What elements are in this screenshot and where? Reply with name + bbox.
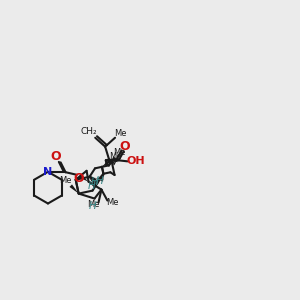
Text: H: H <box>91 177 98 187</box>
Text: H: H <box>88 181 96 191</box>
Polygon shape <box>79 174 88 182</box>
Polygon shape <box>109 156 116 165</box>
Polygon shape <box>70 184 79 194</box>
Text: H: H <box>89 202 96 212</box>
Text: CH₂: CH₂ <box>81 127 98 136</box>
Text: Me: Me <box>87 200 100 209</box>
Text: Me: Me <box>110 152 122 161</box>
Text: N: N <box>43 167 52 177</box>
Text: OH: OH <box>126 156 145 166</box>
Text: Me: Me <box>113 148 126 157</box>
Text: O: O <box>119 140 130 153</box>
Polygon shape <box>102 160 111 167</box>
Text: Me: Me <box>114 129 126 138</box>
Polygon shape <box>106 159 118 162</box>
Text: H: H <box>96 176 103 186</box>
Text: Me: Me <box>106 198 118 207</box>
Text: O: O <box>51 150 61 164</box>
Text: O: O <box>74 172 84 185</box>
Text: Me: Me <box>59 176 72 185</box>
